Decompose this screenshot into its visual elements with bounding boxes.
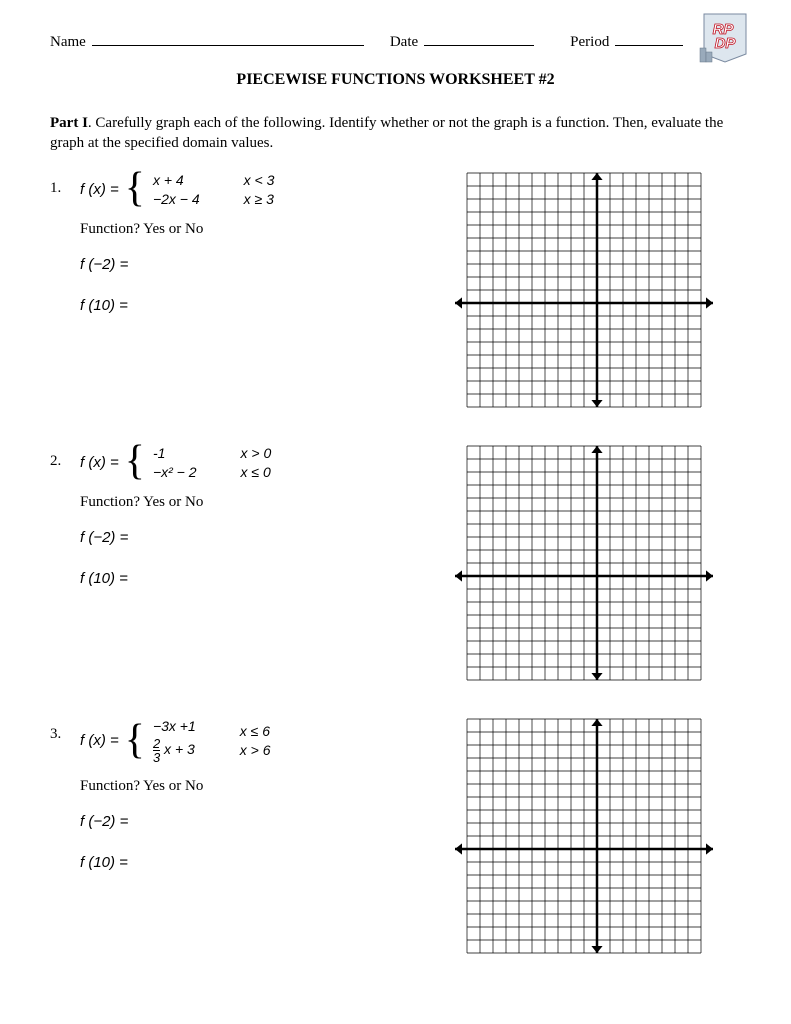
fx-label: f (x) = bbox=[80, 732, 119, 749]
piece-expr: x + 4 bbox=[153, 172, 200, 188]
piece-cond: x ≤ 0 bbox=[241, 464, 272, 480]
piece-cond: x ≤ 6 bbox=[240, 723, 271, 739]
coordinate-grid bbox=[450, 718, 718, 954]
piece-conditions: x > 0 x ≤ 0 bbox=[241, 445, 272, 480]
page-title: PIECEWISE FUNCTIONS WORKSHEET #2 bbox=[50, 71, 741, 89]
piece-expr: 23 x + 3 bbox=[153, 737, 196, 764]
eval-neg2: f (−2) = bbox=[80, 256, 450, 273]
coordinate-grid bbox=[450, 172, 718, 408]
instructions-bold: Part I bbox=[50, 115, 88, 131]
logo-badge: RP DP bbox=[696, 10, 751, 65]
function-question: Function? Yes or No bbox=[80, 494, 450, 511]
grid-container bbox=[450, 718, 718, 959]
logo-text-2: DP bbox=[715, 35, 737, 52]
instructions: Part I. Carefully graph each of the foll… bbox=[50, 113, 741, 154]
header-row: Name Date Period bbox=[50, 32, 741, 51]
piece-expr: -1 bbox=[153, 445, 197, 461]
eval-10: f (10) = bbox=[80, 854, 450, 871]
brace-icon: { bbox=[125, 724, 145, 758]
piece-cond: x > 6 bbox=[240, 742, 271, 758]
piece-expressions: −3x +1 23 x + 3 bbox=[153, 718, 196, 764]
piece-expressions: -1 −x² − 2 bbox=[153, 445, 197, 480]
name-blank[interactable] bbox=[92, 32, 364, 46]
eval-neg2: f (−2) = bbox=[80, 529, 450, 546]
coordinate-grid bbox=[450, 445, 718, 681]
piece-expr: −x² − 2 bbox=[153, 464, 197, 480]
piece-conditions: x < 3 x ≥ 3 bbox=[244, 172, 275, 207]
piece-cond: x < 3 bbox=[244, 172, 275, 188]
eval-neg2: f (−2) = bbox=[80, 813, 450, 830]
period-blank[interactable] bbox=[615, 32, 683, 46]
date-blank[interactable] bbox=[424, 32, 534, 46]
function-question: Function? Yes or No bbox=[80, 221, 450, 238]
piece-conditions: x ≤ 6 x > 6 bbox=[240, 723, 271, 758]
problem-2: 2.f (x) = { -1 −x² − 2 x > 0 x ≤ 0 Function? Y… bbox=[50, 445, 741, 686]
brace-icon: { bbox=[125, 445, 145, 479]
name-label: Name bbox=[50, 34, 86, 51]
problem-number: 2. bbox=[50, 445, 80, 611]
period-label: Period bbox=[570, 34, 609, 51]
piece-expressions: x + 4 −2x − 4 bbox=[153, 172, 200, 207]
fx-label: f (x) = bbox=[80, 454, 119, 471]
problem-1: 1.f (x) = { x + 4 −2x − 4 x < 3 x ≥ 3 Function… bbox=[50, 172, 741, 413]
brace-icon: { bbox=[125, 172, 145, 206]
grid-container bbox=[450, 445, 718, 686]
problem-3: 3.f (x) = { −3x +1 23 x + 3 x ≤ 6 x > 6 Functi… bbox=[50, 718, 741, 959]
eval-10: f (10) = bbox=[80, 297, 450, 314]
function-question: Function? Yes or No bbox=[80, 778, 450, 795]
problem-number: 1. bbox=[50, 172, 80, 338]
piece-cond: x ≥ 3 bbox=[244, 191, 275, 207]
fx-label: f (x) = bbox=[80, 181, 119, 198]
date-label: Date bbox=[390, 34, 418, 51]
piece-expr: −2x − 4 bbox=[153, 191, 200, 207]
grid-container bbox=[450, 172, 718, 413]
instructions-rest: . Carefully graph each of the following.… bbox=[50, 115, 723, 151]
problem-number: 3. bbox=[50, 718, 80, 895]
piece-expr: −3x +1 bbox=[153, 718, 196, 734]
eval-10: f (10) = bbox=[80, 570, 450, 587]
piece-cond: x > 0 bbox=[241, 445, 272, 461]
